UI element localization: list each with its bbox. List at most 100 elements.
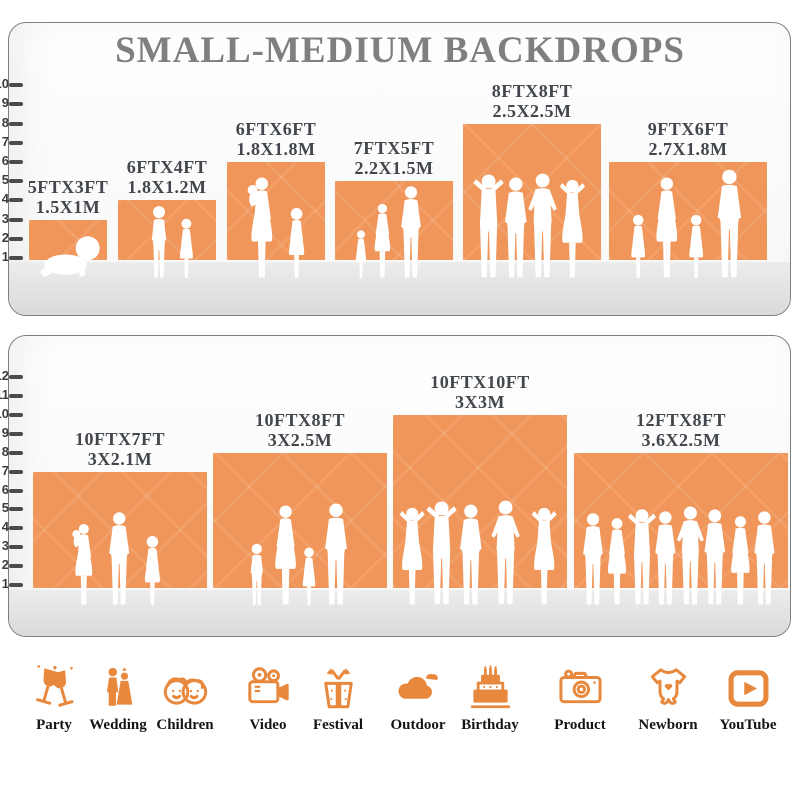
category-label: Children [156, 717, 214, 733]
silhouette-girl [179, 218, 193, 279]
size-m-text: 2.7X1.8M [648, 139, 728, 159]
silhouette-woman [656, 177, 678, 278]
ruler-tick [9, 450, 23, 455]
silhouette-manArmsUp [426, 501, 458, 605]
silhouette-man [583, 513, 603, 605]
ruler-tick [9, 564, 23, 569]
category-label: YouTube [719, 717, 777, 733]
category-wedding: Wedding [80, 663, 156, 734]
silhouette-manAkimbo [676, 506, 704, 605]
silhouette-boy [151, 206, 167, 278]
ruler-tick [9, 256, 23, 260]
silhouette-woman [730, 516, 750, 605]
ruler-tick [9, 394, 23, 398]
category-party: Party [16, 663, 92, 734]
ruler-tick [9, 431, 23, 436]
ruler-number: 3 [1, 538, 9, 554]
backdrop-rect-7ftx5ft [335, 181, 453, 260]
silhouette-man [753, 511, 775, 605]
silhouette-man [704, 509, 726, 605]
ruler-tick [9, 236, 23, 241]
ruler-tick [9, 488, 23, 493]
size-ft-text: 12FTX8FT [635, 409, 726, 430]
category-label: Festival [313, 717, 363, 733]
ruler-number: 5 [1, 172, 9, 188]
page-title: SMALL-MEDIUM BACKDROPS [115, 30, 685, 71]
silhouette-woman [374, 203, 390, 278]
product-icon [542, 663, 618, 714]
silhouette-girl [689, 214, 703, 278]
category-youtube: YouTube [710, 663, 786, 734]
youtube-icon [710, 663, 786, 714]
size-m-text: 3X2.1M [87, 448, 153, 469]
ruler-number: 3 [1, 210, 9, 226]
birthday-icon [452, 663, 528, 714]
ruler-tick [9, 375, 23, 380]
silhouette-girl [289, 208, 305, 278]
backdrop-size-label: 10FTX7FT 3X2.1M [13, 429, 227, 469]
silhouette-girl [355, 230, 367, 279]
category-label: Party [36, 717, 72, 733]
ruler-number: 11 [0, 387, 9, 402]
size-ft-text: 7FTX5FT [353, 138, 435, 159]
silhouette-girl [631, 214, 645, 278]
size-ft-text: 10FTX8FT [254, 409, 345, 430]
newborn-icon [630, 663, 706, 714]
size-ft-text: 9FTX6FT [647, 119, 729, 139]
backdrop-rect-10ftx10ft [393, 414, 567, 588]
silhouette-woman [608, 518, 626, 605]
silhouette-man [460, 504, 482, 605]
silhouette-man [505, 177, 527, 278]
size-m-text: 3.6X2.5M [641, 429, 721, 450]
children-icon [147, 663, 223, 714]
size-ft-text: 10FTX7FT [74, 428, 165, 449]
ruler-tick [9, 102, 23, 107]
floor-area [9, 262, 790, 315]
ruler-number: 2 [1, 557, 9, 573]
ruler-number: 8 [1, 443, 9, 459]
ruler-tick [9, 179, 23, 184]
ruler-number: 9 [1, 424, 9, 440]
ruler-tick [9, 545, 23, 550]
ruler-number: 8 [1, 114, 9, 130]
ruler-number: 6 [1, 481, 9, 497]
category-label: Birthday [461, 717, 519, 733]
party-icon [16, 663, 92, 714]
ruler-tick [9, 507, 23, 512]
silhouette-man [401, 186, 421, 278]
ruler-tick [9, 469, 23, 474]
ruler-tick [9, 140, 23, 145]
category-birthday: Birthday [452, 663, 528, 734]
category-newborn: Newborn [630, 663, 706, 734]
category-label: Video [249, 717, 287, 733]
category-label: Wedding [89, 717, 147, 733]
size-m-text: 3X3M [455, 391, 505, 412]
size-m-text: 2.5X2.5M [492, 100, 572, 121]
silhouette-girl [302, 547, 316, 606]
silhouette-girl [144, 536, 160, 605]
ruler-tick [9, 83, 23, 88]
size-m-text: 1.8X1.2M [127, 177, 207, 198]
backdrop-size-label: 7FTX5FT 2.2X1.5M [315, 138, 473, 178]
ruler-number: 4 [1, 191, 9, 207]
silhouette-manArmsUp [473, 174, 505, 278]
ruler-number: 1 [1, 249, 9, 264]
video-icon [230, 663, 306, 714]
size-ft-text: 6FTX6FT [235, 119, 317, 139]
ruler-tick [9, 526, 23, 531]
ruler-tick [9, 160, 23, 164]
outdoor-icon [380, 663, 456, 714]
backdrop-rect-6ftx4ft [118, 200, 216, 260]
ruler-tick [9, 217, 23, 222]
backdrop-size-label: 5FTX3FT 1.5X1M [9, 177, 127, 217]
size-ft-text: 10FTX10FT [430, 371, 530, 392]
category-video: Video [230, 663, 306, 734]
backdrop-size-label: 9FTX6FT 2.7X1.8M [589, 119, 787, 159]
size-m-text: 1.8X1.8M [236, 139, 316, 159]
backdrop-size-label: 10FTX10FT 3X3M [373, 372, 587, 412]
category-label: Product [554, 717, 606, 733]
ruler-number: 4 [1, 519, 9, 535]
size-ft-text: 5FTX3FT [27, 176, 109, 197]
ruler-number: 6 [1, 153, 9, 168]
